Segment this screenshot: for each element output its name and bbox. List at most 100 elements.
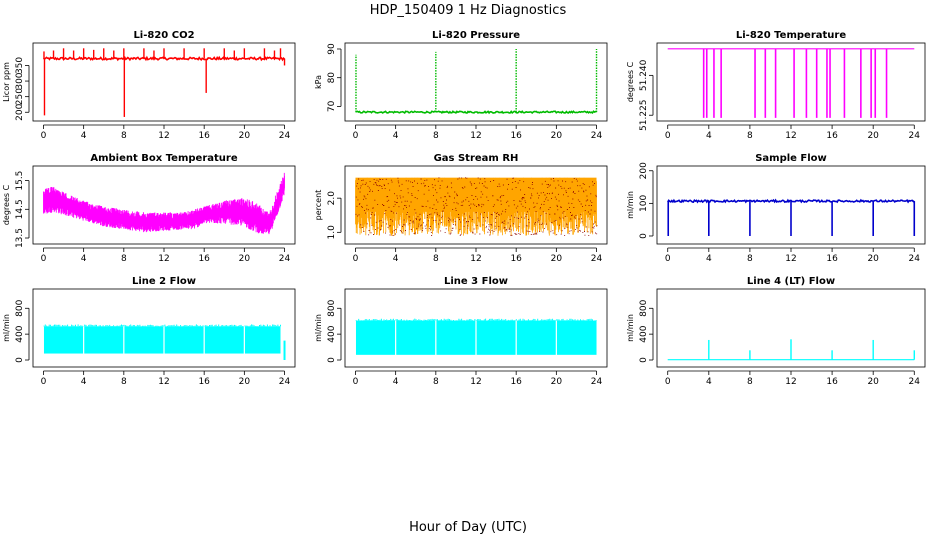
x-tick-label: 12 <box>470 377 481 387</box>
x-tick-label: 0 <box>41 254 47 264</box>
x-tick-label: 12 <box>158 254 169 264</box>
x-axis-title: Hour of Day (UTC) <box>409 520 527 535</box>
x-tick-label: 8 <box>747 254 753 264</box>
x-tick-label: 16 <box>510 254 522 264</box>
panel-title: Line 3 Flow <box>444 276 508 287</box>
panel-title: Ambient Box Temperature <box>90 153 237 164</box>
x-tick-label: 12 <box>470 254 481 264</box>
y-tick-label: 0 <box>15 357 25 363</box>
x-tick-label: 20 <box>867 254 879 264</box>
x-tick-label: 20 <box>551 131 563 141</box>
y-tick-label: 200 <box>15 103 25 120</box>
y-tick-label: 1.0 <box>327 225 337 240</box>
panel-6: Sample Flow ml/min 0 4 8 12 16 20 24 0 100 200 <box>626 153 926 264</box>
x-tick-label: 4 <box>81 254 87 264</box>
x-tick-label: 0 <box>353 377 359 387</box>
y-axis-label: percent <box>314 190 323 221</box>
x-tick-label: 4 <box>81 131 87 141</box>
x-tick-label: 24 <box>909 131 921 141</box>
x-tick-label: 12 <box>785 377 796 387</box>
y-axis-label: degrees C <box>626 61 635 102</box>
y-tick-label: 400 <box>327 325 337 342</box>
panel-title: Li-820 Temperature <box>736 30 846 41</box>
y-tick-label: 51.240 <box>639 59 649 91</box>
x-tick-label: 20 <box>867 377 879 387</box>
y-axis-label: ml/min <box>626 314 635 342</box>
plot-frame <box>344 165 608 245</box>
x-tick-label: 0 <box>665 254 671 264</box>
y-tick-label: 300 <box>15 72 25 89</box>
x-tick-label: 16 <box>826 254 838 264</box>
plot-frame <box>656 165 926 245</box>
y-tick-label: 13.5 <box>15 228 25 248</box>
x-tick-label: 16 <box>198 131 210 141</box>
x-tick-label: 0 <box>353 254 359 264</box>
x-tick-label: 4 <box>706 131 712 141</box>
x-tick-label: 0 <box>353 131 359 141</box>
y-axis-label: ml/min <box>314 314 323 342</box>
panel-8: Line 3 Flow ml/min 0 4 8 12 16 20 24 0 400 800 <box>314 276 608 387</box>
x-tick-label: 4 <box>393 254 399 264</box>
data-series <box>667 198 916 236</box>
x-tick-label: 24 <box>909 377 921 387</box>
x-tick-label: 12 <box>785 131 796 141</box>
data-series <box>355 48 598 115</box>
y-axis-label: kPa <box>314 75 323 89</box>
x-tick-label: 24 <box>909 254 921 264</box>
panel-2: Li-820 Pressure kPa 0 4 8 12 16 20 24 70 80 90 <box>314 30 608 141</box>
data-series <box>42 48 286 117</box>
panel-title: Sample Flow <box>755 153 827 164</box>
y-tick-label: 400 <box>15 325 25 342</box>
x-tick-label: 4 <box>706 377 712 387</box>
y-tick-label: 80 <box>327 72 337 84</box>
plot-frame <box>344 42 608 122</box>
x-tick-label: 16 <box>826 377 838 387</box>
panel-title: Li-820 CO2 <box>133 30 194 41</box>
panel-title: Line 2 Flow <box>132 276 196 287</box>
plot-frame <box>32 165 296 245</box>
y-tick-label: 350 <box>15 57 25 74</box>
flow-block-edge <box>355 318 597 321</box>
rh-points <box>355 177 598 237</box>
x-tick-label: 8 <box>433 254 439 264</box>
plot-frame <box>656 288 926 368</box>
plot-frame <box>32 42 296 122</box>
y-tick-label: 15.5 <box>15 171 25 191</box>
x-tick-label: 12 <box>470 131 481 141</box>
y-tick-label: 70 <box>327 100 337 112</box>
y-tick-label: 0 <box>639 233 649 239</box>
y-tick-label: 800 <box>639 299 649 316</box>
y-axis-label: degrees C <box>2 184 11 225</box>
flow-block-edge <box>43 324 281 327</box>
x-tick-label: 4 <box>393 377 399 387</box>
panel-title: Gas Stream RH <box>434 153 519 164</box>
y-tick-label: 200 <box>639 162 649 179</box>
x-tick-label: 24 <box>591 377 603 387</box>
panel-title: Li-820 Pressure <box>432 30 520 41</box>
x-tick-label: 4 <box>81 377 87 387</box>
data-series <box>355 177 598 237</box>
x-tick-label: 16 <box>826 131 838 141</box>
y-tick-label: 14.5 <box>15 199 25 219</box>
plot-frame <box>656 42 926 122</box>
y-tick-label: 100 <box>639 195 649 212</box>
y-tick-label: 51.225 <box>639 99 649 131</box>
y-tick-label: 90 <box>327 43 337 55</box>
x-tick-label: 12 <box>158 131 169 141</box>
y-tick-label: 0 <box>327 357 337 363</box>
y-tick-label: 800 <box>15 299 25 316</box>
x-tick-label: 24 <box>591 254 603 264</box>
series-line <box>355 110 597 115</box>
x-tick-label: 24 <box>279 254 291 264</box>
x-tick-label: 8 <box>433 131 439 141</box>
x-tick-label: 0 <box>665 377 671 387</box>
y-axis-label: Licor ppm <box>2 62 11 102</box>
band-trace <box>43 172 285 235</box>
x-tick-label: 8 <box>747 377 753 387</box>
x-tick-label: 20 <box>867 131 879 141</box>
x-tick-label: 16 <box>510 131 522 141</box>
data-series <box>43 324 286 361</box>
x-tick-label: 20 <box>239 377 251 387</box>
